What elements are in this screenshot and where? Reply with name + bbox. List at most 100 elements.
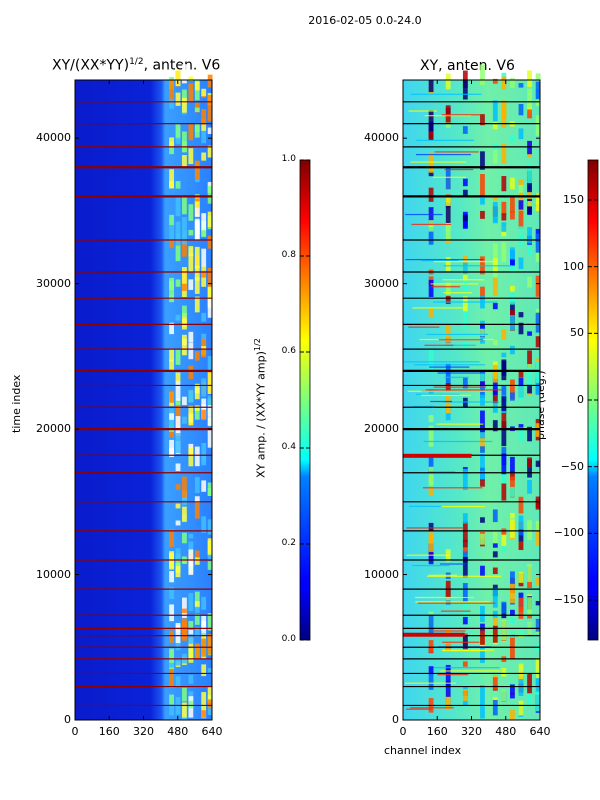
heatmap-cell bbox=[428, 456, 434, 475]
heatmap-cell bbox=[418, 602, 496, 604]
heatmap-cell bbox=[175, 372, 181, 383]
heatmap-cell bbox=[169, 322, 174, 335]
heatmap-cell bbox=[182, 267, 187, 284]
heatmap-cell bbox=[194, 351, 200, 361]
heatmap-cell bbox=[527, 140, 532, 155]
heatmap-cell bbox=[492, 625, 498, 643]
heatmap-cell bbox=[428, 614, 434, 635]
heatmap-cell bbox=[428, 425, 434, 447]
heatmap-cell bbox=[182, 416, 187, 424]
heatmap-cell bbox=[207, 74, 213, 88]
heatmap-cell bbox=[194, 405, 200, 411]
heatmap-cell bbox=[535, 81, 541, 99]
heatmap-cell bbox=[175, 433, 181, 454]
y-tick-label: 20000 bbox=[364, 422, 399, 436]
y-tick-label: 40000 bbox=[364, 131, 399, 145]
heatmap-cell bbox=[207, 703, 213, 716]
heatmap-cell bbox=[510, 345, 515, 355]
heatmap-cell bbox=[175, 70, 181, 87]
heatmap-cell bbox=[462, 296, 468, 312]
heatmap-cell bbox=[412, 405, 434, 408]
heatmap-cell bbox=[492, 677, 498, 690]
heatmap-cell bbox=[518, 322, 524, 335]
heatmap-cell bbox=[527, 188, 532, 209]
heatmap-cell bbox=[518, 700, 524, 716]
heatmap-cell bbox=[428, 532, 434, 552]
heatmap-cell bbox=[194, 246, 200, 269]
heatmap-cell bbox=[510, 618, 515, 623]
heatmap-cell bbox=[436, 423, 484, 425]
heatmap-cell bbox=[527, 350, 532, 369]
heatmap-cell bbox=[207, 298, 213, 318]
heatmap-cell bbox=[429, 366, 470, 368]
heatmap-cell bbox=[194, 277, 200, 294]
heatmap-cell bbox=[445, 257, 451, 272]
heatmap-cell bbox=[445, 168, 451, 190]
heatmap-cell bbox=[182, 313, 187, 327]
heatmap-cell bbox=[182, 217, 187, 238]
heatmap-cell bbox=[188, 541, 194, 557]
heatmap-cell bbox=[169, 141, 174, 155]
heatmap-cell bbox=[182, 702, 187, 718]
heatmap-cell bbox=[501, 143, 507, 164]
heatmap-cell bbox=[410, 707, 454, 709]
heatmap-cell bbox=[527, 597, 532, 616]
heatmap-cell bbox=[480, 453, 485, 469]
heatmap-cell bbox=[535, 657, 541, 679]
heatmap-cell bbox=[462, 189, 468, 198]
heatmap-cell bbox=[518, 200, 524, 210]
heatmap-cell bbox=[535, 312, 541, 333]
heatmap-cell bbox=[405, 213, 443, 216]
heatmap-cell bbox=[403, 361, 480, 363]
heatmap-cell bbox=[188, 447, 194, 467]
heatmap-cell bbox=[438, 339, 484, 341]
heatmap-cell bbox=[175, 398, 181, 404]
heatmap-cell bbox=[442, 505, 485, 508]
heatmap-cell bbox=[169, 630, 174, 643]
heatmap-cell bbox=[510, 177, 515, 190]
heatmap-cell bbox=[207, 283, 213, 289]
heatmap-cell bbox=[527, 198, 532, 214]
heatmap-cell bbox=[501, 619, 507, 640]
heatmap-cell bbox=[480, 372, 485, 382]
heatmap-cell bbox=[518, 607, 524, 612]
heatmap-cell bbox=[428, 666, 434, 675]
heatmap-cell bbox=[445, 691, 451, 710]
heatmap-cell bbox=[501, 176, 507, 192]
heatmap-cell bbox=[428, 220, 434, 232]
heatmap-cell bbox=[480, 685, 485, 707]
heatmap-cell bbox=[501, 528, 507, 535]
heatmap-cell bbox=[188, 279, 194, 290]
heatmap-cell bbox=[433, 301, 498, 303]
heatmap-cell bbox=[175, 124, 181, 140]
heatmap-cell bbox=[425, 389, 503, 391]
heatmap-cell bbox=[408, 110, 438, 112]
heatmap-cell bbox=[424, 344, 454, 346]
heatmap-cell bbox=[201, 480, 207, 492]
right-heatmap-background bbox=[403, 80, 540, 720]
heatmap-cell bbox=[207, 488, 213, 496]
heatmap-cell bbox=[194, 201, 200, 209]
heatmap-cell bbox=[201, 213, 207, 232]
heatmap-cell bbox=[169, 295, 174, 303]
heatmap-cell bbox=[527, 70, 532, 88]
heatmap-cell bbox=[182, 532, 187, 544]
colorbar-tick-label: −150 bbox=[553, 593, 584, 606]
heatmap-cell bbox=[527, 227, 532, 244]
y-tick-label: 30000 bbox=[36, 276, 71, 290]
heatmap-cell bbox=[527, 368, 532, 387]
heatmap-cell bbox=[188, 331, 194, 343]
heatmap-cell bbox=[422, 487, 483, 489]
heatmap-cell bbox=[527, 564, 532, 582]
heatmap-cell bbox=[480, 647, 485, 664]
heatmap-cell bbox=[443, 292, 473, 294]
heatmap-cell bbox=[428, 279, 434, 297]
heatmap-cell bbox=[406, 554, 450, 556]
heatmap-cell bbox=[527, 246, 532, 256]
heatmap-cell bbox=[175, 416, 181, 436]
heatmap-cell bbox=[194, 496, 200, 503]
heatmap-cell bbox=[182, 242, 187, 257]
heatmap-cell bbox=[535, 520, 541, 531]
heatmap-cell bbox=[501, 690, 507, 702]
